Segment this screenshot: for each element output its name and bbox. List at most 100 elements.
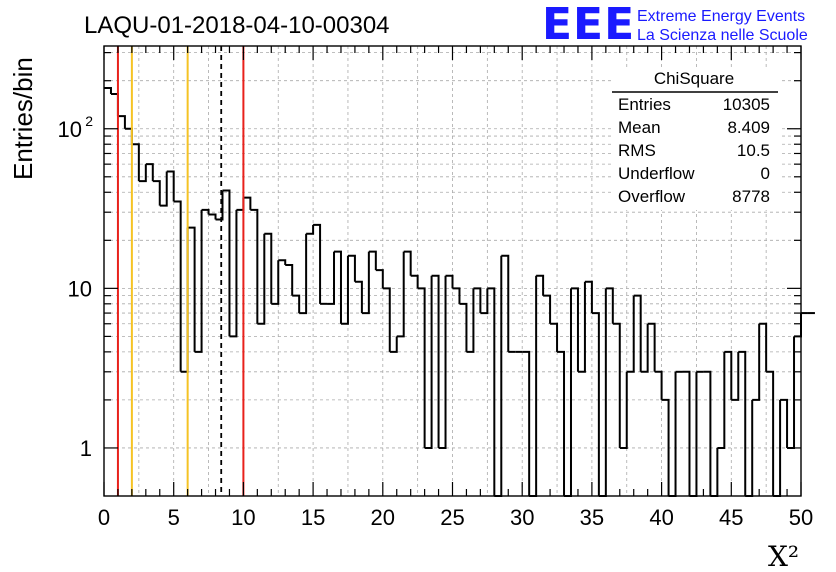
- histogram-bin: [564, 288, 572, 497]
- x-tick-label: 30: [510, 505, 534, 530]
- histogram-bin: [466, 288, 475, 353]
- histogram-bin: [124, 127, 133, 145]
- histogram-bin: [529, 275, 538, 497]
- histogram-bin: [612, 322, 621, 448]
- histogram-bin: [480, 288, 489, 315]
- histogram-bin: [703, 370, 712, 496]
- histogram-bin: [494, 255, 503, 497]
- histogram-bin: [661, 398, 670, 496]
- histogram-bin: [334, 250, 342, 324]
- y-tick-label: 10: [58, 117, 82, 142]
- histogram-bin: [794, 313, 802, 338]
- histogram-bin: [682, 370, 691, 496]
- histogram-bin: [647, 322, 656, 372]
- histogram-bin: [292, 294, 301, 314]
- histogram-bin: [689, 371, 698, 497]
- histogram-bin: [361, 251, 370, 315]
- histogram-bin: [717, 351, 726, 449]
- histogram-bin: [577, 281, 586, 373]
- logo-line-2: La Scienza nelle Scuole: [637, 27, 808, 44]
- histogram-bin: [368, 250, 377, 271]
- x-tick-label: 5: [168, 505, 180, 530]
- stats-value: 8.409: [727, 118, 770, 137]
- histogram-bin: [787, 336, 796, 449]
- histogram-bin: [285, 264, 294, 296]
- logo-line-1: Extreme Energy Events: [637, 8, 805, 25]
- stats-value: 10.5: [737, 141, 770, 160]
- histogram-bin: [557, 350, 566, 496]
- histogram-bin: [215, 190, 224, 221]
- histogram-bin: [271, 260, 280, 305]
- histogram-bin: [159, 171, 168, 207]
- histogram-bin: [522, 350, 531, 496]
- histogram-bin: [570, 287, 579, 372]
- histogram-bin: [104, 87, 112, 95]
- histogram-bin: [375, 269, 384, 289]
- histogram-bin: [201, 208, 210, 215]
- histogram-bin: [640, 323, 649, 373]
- histogram-bin: [306, 224, 315, 235]
- x-tick-label: 50: [789, 505, 813, 530]
- eee-logo: EEE Extreme Energy Events La Scienza nel…: [542, 0, 808, 50]
- histogram-bin: [605, 287, 614, 324]
- histogram-bin: [403, 250, 412, 276]
- histogram-bin: [759, 322, 768, 372]
- histogram-bin: [110, 93, 119, 117]
- histogram-bin: [354, 280, 363, 314]
- histogram-bin: [591, 312, 600, 496]
- stats-box: ChiSquare Entries 10305 Mean 8.409 RMS 10.5 Un…: [612, 69, 782, 210]
- histogram-bin: [299, 233, 308, 315]
- stats-value: 10305: [723, 95, 770, 114]
- histogram-bin: [668, 371, 677, 497]
- histogram-bin: [633, 294, 642, 372]
- histogram-bin: [598, 288, 607, 497]
- histogram-bin: [459, 302, 468, 352]
- histogram-bin: [313, 223, 322, 304]
- histogram-bin: [626, 295, 635, 373]
- eee-logo-mark: EEE: [542, 0, 635, 50]
- histogram-bin: [445, 274, 454, 289]
- histogram-bin: [208, 213, 217, 220]
- histogram-bin: [424, 275, 433, 449]
- histogram-bin: [738, 350, 747, 496]
- y-axis-title: Entries/bin: [8, 57, 38, 180]
- stats-label: Overflow: [618, 187, 686, 206]
- x-tick-label: 15: [301, 505, 325, 530]
- histogram-bin: [584, 280, 593, 314]
- histogram-bin: [417, 287, 426, 448]
- run-title: LAQU-01-2018-04-10-00304: [84, 12, 390, 39]
- histogram-bin: [438, 275, 447, 449]
- x-tick-label: 40: [649, 505, 673, 530]
- histogram-bin: [264, 232, 273, 304]
- histogram-bin: [501, 254, 510, 352]
- x-tick-label: 20: [371, 505, 395, 530]
- x-tick-label: 0: [98, 505, 110, 530]
- histogram-bin: [766, 370, 775, 496]
- y-tick-label-exponent: 2: [85, 113, 93, 129]
- histogram-bin: [166, 170, 175, 202]
- histogram-bin: [222, 189, 231, 337]
- stats-label: Mean: [618, 118, 661, 137]
- stats-label: Underflow: [618, 164, 695, 183]
- histogram-bin: [654, 370, 663, 400]
- histogram-bin: [731, 351, 740, 401]
- x-axis-label: X²: [768, 540, 799, 572]
- histogram-bin: [431, 274, 440, 448]
- histogram-bin: [389, 336, 398, 353]
- y-tick-label: 1: [80, 436, 92, 461]
- stats-label: RMS: [618, 141, 656, 160]
- histogram-bin: [752, 323, 761, 401]
- histogram-bin: [138, 164, 147, 183]
- histogram-bin: [724, 350, 733, 400]
- histogram-bin: [780, 398, 789, 448]
- histogram-bin: [550, 322, 559, 352]
- histogram-bin: [145, 163, 154, 182]
- histogram-bin: [173, 200, 182, 372]
- histogram-bin: [236, 197, 245, 211]
- histogram-bin: [473, 287, 482, 314]
- histogram-bin: [117, 115, 126, 129]
- stats-value: 0: [761, 164, 770, 183]
- histogram-bin: [536, 274, 545, 296]
- histogram-bin: [278, 259, 287, 266]
